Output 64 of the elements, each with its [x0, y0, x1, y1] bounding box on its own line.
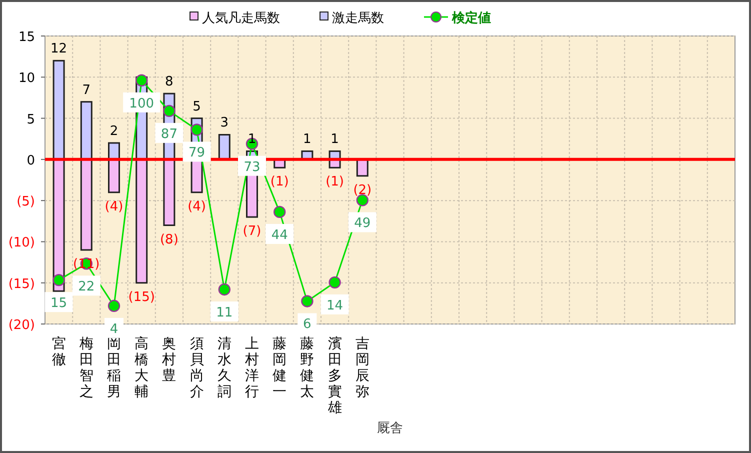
- data-label: 15: [50, 296, 68, 312]
- data-label: 4: [110, 322, 118, 337]
- x-tick-label: 藤岡健一: [272, 336, 287, 400]
- data-label: 87: [160, 126, 178, 142]
- x-tick-label: 奥村豊: [161, 336, 176, 384]
- x-tick-label: 梅田智之: [78, 336, 94, 400]
- data-label: 8: [165, 74, 174, 90]
- x-tick-label: 上村洋行: [244, 336, 259, 400]
- data-label: (4): [188, 199, 206, 214]
- bar: [108, 158, 120, 194]
- y-tick-label: (5): [16, 194, 35, 210]
- data-label: 44: [271, 228, 288, 243]
- data-label: (8): [160, 232, 178, 248]
- legend-label: 激走馬数: [332, 11, 384, 26]
- x-tick-label: 高橋大輔: [134, 336, 149, 400]
- data-label: 1: [330, 132, 339, 148]
- data-label: 100: [129, 96, 154, 112]
- x-axis-title: 厩舎: [377, 421, 403, 436]
- data-label: 73: [244, 160, 260, 175]
- y-tick-label: (15): [8, 276, 35, 292]
- point: [274, 206, 286, 218]
- y-tick-label: (10): [8, 236, 35, 251]
- point: [328, 276, 341, 289]
- data-label: (1): [326, 174, 344, 190]
- point: [190, 124, 203, 136]
- data-label: 6: [303, 317, 312, 332]
- bar: [136, 158, 148, 284]
- bar: [80, 158, 92, 251]
- y-tick-label: 0: [26, 153, 35, 168]
- x-tick-label: 藤野健太: [300, 336, 314, 400]
- data-label: 2: [110, 124, 118, 139]
- data-label: (7): [242, 224, 262, 240]
- data-label: 11: [216, 305, 233, 320]
- point: [301, 295, 314, 308]
- data-label: (4): [104, 199, 124, 214]
- data-label: 5: [192, 99, 201, 114]
- point: [108, 300, 120, 312]
- data-label: (15): [128, 290, 155, 305]
- legend-label: 検定値: [451, 10, 491, 26]
- data-label: 79: [188, 146, 206, 161]
- data-label: 49: [354, 216, 371, 232]
- data-label: 1: [303, 132, 312, 148]
- x-tick-label: 濱田多實雄: [326, 336, 342, 416]
- x-tick-label: 清水久詞: [217, 336, 232, 400]
- y-tick-label: 10: [18, 71, 35, 86]
- y-tick-label: (20): [8, 318, 35, 333]
- data-label: 22: [78, 280, 95, 295]
- x-tick-label: 須貝尚介: [190, 336, 204, 400]
- data-label: 7: [82, 82, 91, 98]
- data-label: (1): [270, 174, 289, 190]
- legend-label: 人気凡走馬数: [202, 11, 280, 26]
- y-tick-label: 5: [26, 112, 35, 128]
- point: [136, 74, 148, 86]
- x-tick-label: 吉岡辰弥: [355, 336, 370, 400]
- bar: [163, 158, 176, 226]
- data-label: (2): [353, 182, 372, 198]
- point: [52, 274, 65, 286]
- y-tick-label: 15: [18, 30, 35, 45]
- data-label: 3: [220, 116, 229, 131]
- data-label: 14: [326, 298, 344, 314]
- data-label: 12: [50, 42, 68, 57]
- x-tick-label: 宮徹: [52, 336, 66, 368]
- point: [218, 283, 230, 296]
- point: [163, 104, 176, 118]
